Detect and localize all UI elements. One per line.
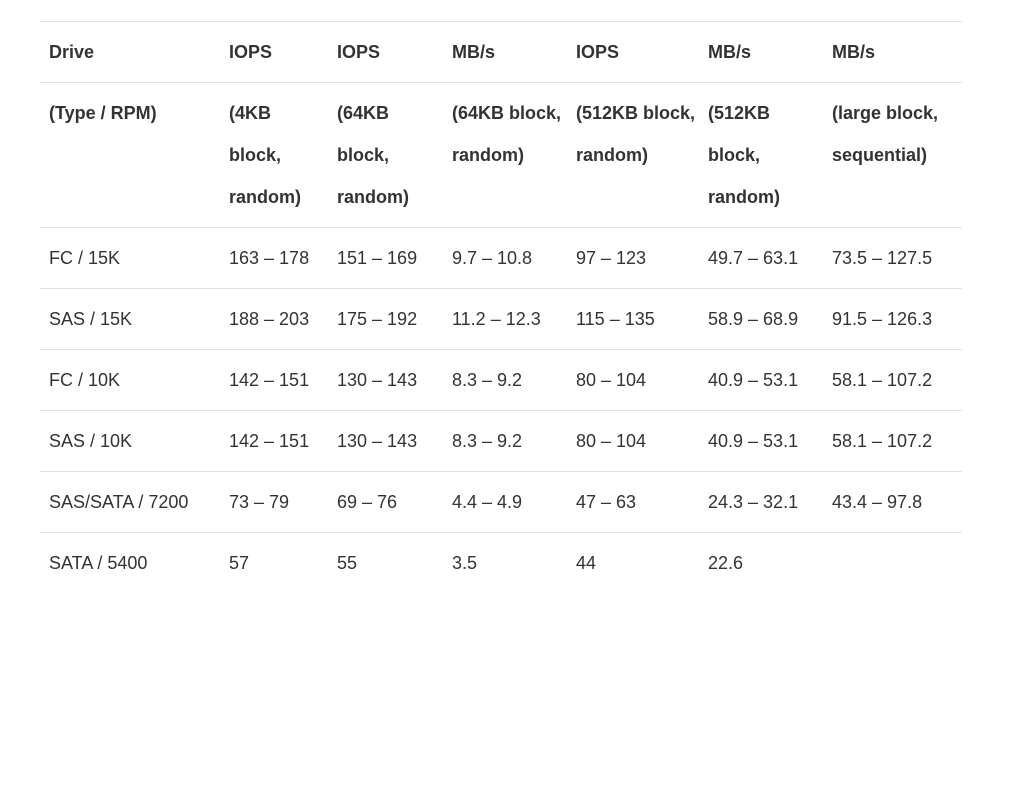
- table-cell: FC / 10K: [40, 349, 220, 411]
- table-cell: 58.1 – 107.2: [823, 349, 962, 411]
- header-cell: (4KB block, random): [220, 82, 328, 228]
- table-row: SATA / 5400 57 55 3.5 44 22.6: [40, 533, 962, 594]
- header-cell: IOPS: [220, 21, 328, 83]
- table-cell: 9.7 – 10.8: [443, 227, 567, 289]
- table-cell: 57: [229, 553, 250, 573]
- table-cell: 40.9 – 53.1: [699, 410, 823, 472]
- header-cell: (64KB block, random): [443, 82, 567, 228]
- table-cell: 8.3 – 9.2: [443, 410, 567, 472]
- table-cell: 58.9 – 68.9: [699, 288, 823, 350]
- header-cell: IOPS: [328, 21, 443, 83]
- table-cell: 11.2 – 12.3: [443, 288, 567, 350]
- table-cell: 73.5 – 127.5: [823, 227, 962, 289]
- header-cell: (large block, sequential): [823, 82, 962, 228]
- table-cell: 43.4 – 97.8: [823, 471, 962, 533]
- table-row: FC / 10K 142 – 151 130 – 143 8.3 – 9.2 8…: [40, 349, 962, 411]
- table-cell: SAS/SATA / 7200: [40, 471, 220, 533]
- header-cell: MB/s: [699, 21, 823, 83]
- table-cell: 80 – 104: [567, 349, 699, 411]
- header-cell: (512KB block, random): [567, 82, 699, 228]
- table-cell: 163 – 178: [220, 227, 328, 289]
- table-cell: 40.9 – 53.1: [699, 349, 823, 411]
- table-cell: 44: [576, 553, 597, 573]
- table-cell: 188 – 203: [220, 288, 328, 350]
- table-row: SAS / 10K 142 – 151 130 – 143 8.3 – 9.2 …: [40, 410, 962, 472]
- table-cell: 130 – 143: [328, 410, 443, 472]
- table-cell: 24.3 – 32.1: [699, 471, 823, 533]
- table-row: SAS/SATA / 7200 73 – 79 69 – 76 4.4 – 4.…: [40, 471, 962, 533]
- table-cell: 49.7 – 63.1: [699, 227, 823, 289]
- table-cell: 142 – 151: [220, 349, 328, 411]
- table-cell: 3.5: [452, 553, 478, 573]
- table-cell: FC / 15K: [40, 227, 220, 289]
- drive-performance-table: Drive IOPS IOPS MB/s IOPS MB/s MB/s (Typ…: [40, 21, 962, 593]
- table-cell: 8.3 – 9.2: [443, 349, 567, 411]
- table-cell: 73 – 79: [220, 471, 328, 533]
- table-cell: 97 – 123: [567, 227, 699, 289]
- header-cell: (Type / RPM): [40, 82, 220, 228]
- table-cell: 142 – 151: [220, 410, 328, 472]
- table-cell: 130 – 143: [328, 349, 443, 411]
- table-row: SAS / 15K 188 – 203 175 – 192 11.2 – 12.…: [40, 288, 962, 350]
- table-cell: [823, 533, 962, 594]
- table-cell: 22.6: [708, 553, 744, 573]
- table-cell: 80 – 104: [567, 410, 699, 472]
- table-cell: SAS / 15K: [40, 288, 220, 350]
- table-cell: 91.5 – 126.3: [823, 288, 962, 350]
- table-cell: 47 – 63: [567, 471, 699, 533]
- header-cell: MB/s: [823, 21, 962, 83]
- header-cell: IOPS: [567, 21, 699, 83]
- table-cell: SATA / 5400: [49, 553, 148, 573]
- table-cell: SAS / 10K: [40, 410, 220, 472]
- header-cell: (64KB block, random): [328, 82, 443, 228]
- table-cell: 151 – 169: [328, 227, 443, 289]
- drive-performance-table-container: Drive IOPS IOPS MB/s IOPS MB/s MB/s (Typ…: [40, 21, 962, 593]
- table-cell: 115 – 135: [567, 288, 699, 350]
- table-cell: 58.1 – 107.2: [823, 410, 962, 472]
- header-cell: Drive: [40, 21, 220, 83]
- table-cell: 55: [337, 553, 358, 573]
- table-cell: 4.4 – 4.9: [443, 471, 567, 533]
- header-cell: (512KB block, random): [699, 82, 823, 228]
- table-cell: 69 – 76: [328, 471, 443, 533]
- header-cell: MB/s: [443, 21, 567, 83]
- header-row-metric: Drive IOPS IOPS MB/s IOPS MB/s MB/s: [40, 21, 962, 83]
- table-cell: 175 – 192: [328, 288, 443, 350]
- header-row-detail: (Type / RPM) (4KB block, random) (64KB b…: [40, 82, 962, 228]
- table-row: FC / 15K 163 – 178 151 – 169 9.7 – 10.8 …: [40, 227, 962, 289]
